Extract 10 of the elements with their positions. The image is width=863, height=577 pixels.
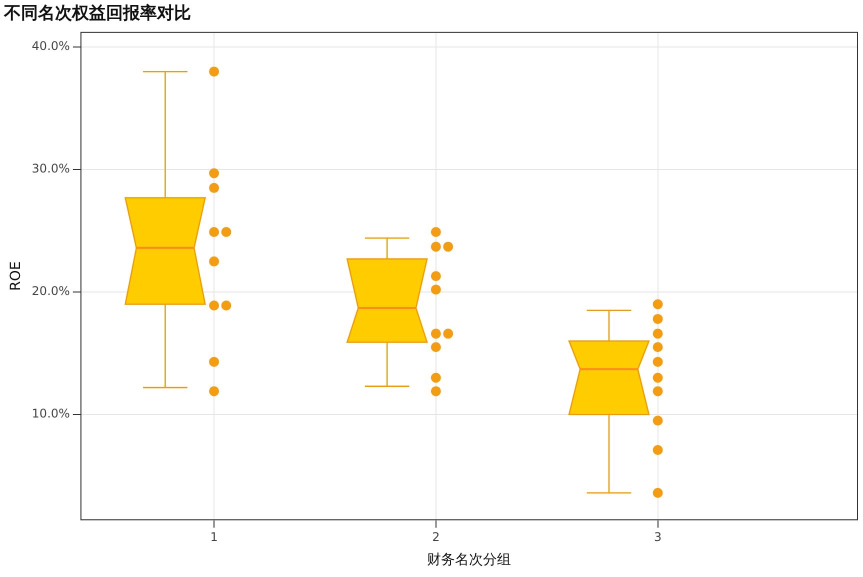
y-axis-title: ROE	[8, 261, 24, 291]
y-tick-label: 10.0%	[32, 406, 70, 421]
y-tick-label: 40.0%	[32, 39, 70, 54]
x-tick-label: 2	[432, 530, 440, 544]
x-tick-label: 3	[654, 530, 662, 544]
x-axis-title: 财务名次分组	[427, 552, 512, 568]
chart-title: 不同名次权益回报率对比	[3, 4, 191, 24]
y-tick-label: 20.0%	[32, 284, 70, 298]
x-tick-label: 1	[210, 530, 218, 544]
y-tick-label: 30.0%	[32, 162, 70, 176]
